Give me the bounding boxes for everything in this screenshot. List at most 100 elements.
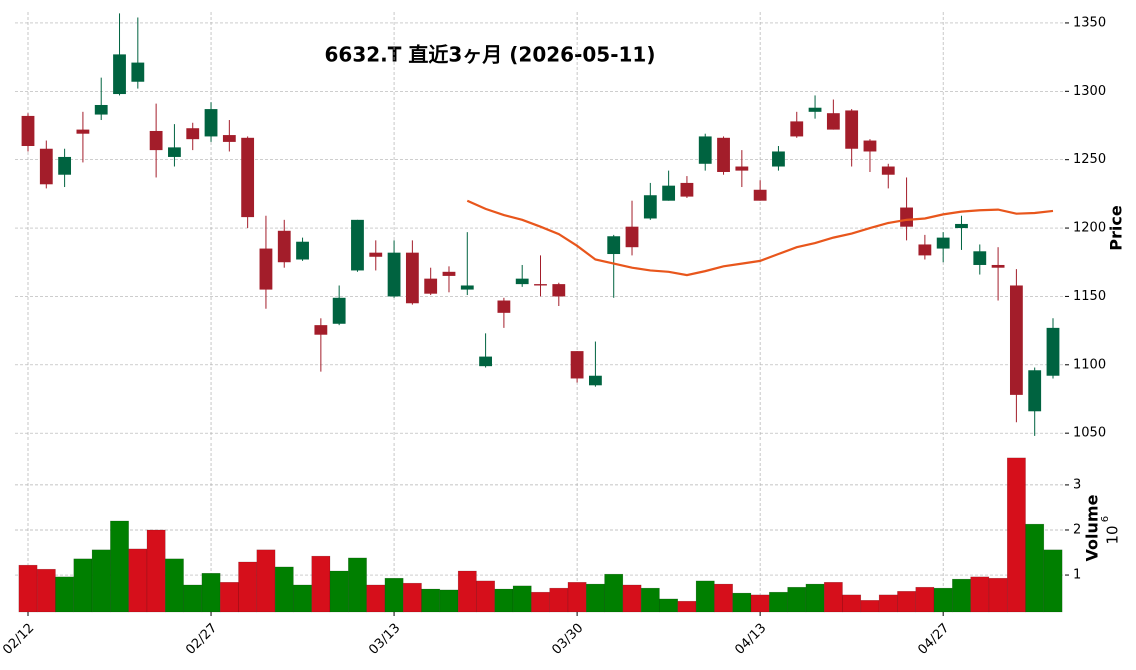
- candle-body: [680, 182, 694, 197]
- candle-body: [76, 129, 90, 134]
- candle-body: [552, 284, 566, 297]
- candle-body: [1046, 327, 1060, 376]
- volume-bar: [55, 576, 75, 613]
- y-tick-label: 1300: [1073, 84, 1106, 99]
- candle-body: [955, 223, 968, 229]
- exponent-base: 10: [1104, 525, 1122, 544]
- volume-bar: [18, 564, 38, 613]
- volume-bar: [823, 582, 843, 613]
- x-tick-label: 04/27: [915, 621, 952, 658]
- volume-bar: [860, 600, 880, 613]
- volume-bar: [146, 529, 166, 613]
- candle-body: [94, 104, 108, 115]
- volume-bar: [659, 598, 679, 613]
- volume-bar: [311, 555, 331, 613]
- volume-bar: [421, 588, 441, 613]
- volume-bar: [329, 570, 349, 613]
- x-tick-label: 03/30: [549, 621, 586, 658]
- candle-body: [735, 166, 749, 171]
- volume-bar: [622, 584, 642, 613]
- candle-body: [1009, 285, 1023, 395]
- candle-body: [698, 136, 712, 164]
- candle-body: [900, 207, 913, 227]
- volume-bar: [293, 584, 312, 613]
- volume-bar: [201, 572, 221, 613]
- volume-tick-label: 1: [1073, 568, 1081, 583]
- volume-bar: [769, 591, 788, 613]
- candle-body: [442, 271, 456, 276]
- candle-body: [131, 62, 145, 82]
- candle-body: [351, 219, 364, 271]
- volume-axis-label: Volume: [1083, 494, 1102, 561]
- candle-body: [589, 375, 602, 386]
- candle-body: [625, 226, 639, 248]
- volume-bar: [165, 558, 184, 613]
- volume-bar: [970, 576, 990, 613]
- y-tick-label: 1350: [1073, 15, 1106, 30]
- candle-body: [332, 297, 346, 324]
- candle-body: [918, 244, 932, 256]
- candle-body: [881, 166, 895, 175]
- volume-bar: [878, 594, 898, 613]
- candle-body: [113, 54, 126, 95]
- volume-bar: [366, 584, 386, 613]
- candle-body: [863, 140, 877, 152]
- candle-body: [204, 109, 218, 137]
- x-tick-label: 02/27: [183, 621, 220, 658]
- volume-bar: [73, 558, 93, 613]
- volume-bar: [1043, 549, 1063, 613]
- candle-body: [222, 135, 236, 142]
- volume-bar: [256, 549, 276, 613]
- volume-bar: [1025, 523, 1045, 613]
- candle-body: [387, 252, 401, 297]
- volume-bar: [348, 557, 367, 613]
- candle-body: [1028, 370, 1042, 412]
- candle-body: [790, 121, 804, 137]
- volume-bar: [531, 591, 550, 613]
- candle-body: [772, 151, 785, 167]
- volume-bar: [640, 587, 660, 613]
- volume-bar: [91, 549, 111, 613]
- volume-bar: [439, 589, 459, 613]
- candle-body: [424, 278, 438, 294]
- volume-bar: [897, 591, 916, 613]
- volume-bar: [750, 594, 770, 613]
- volume-bar: [476, 580, 495, 613]
- candle-body: [405, 252, 419, 304]
- candle-body: [936, 237, 950, 249]
- volume-bar: [714, 583, 733, 613]
- volume-bar: [787, 586, 807, 613]
- candle-body: [808, 107, 822, 112]
- volume-bar: [933, 587, 953, 613]
- volume-bar: [402, 582, 422, 613]
- candle-body: [973, 251, 987, 265]
- volume-bar: [238, 561, 258, 613]
- y-tick-label: 1100: [1073, 357, 1106, 372]
- candle-body: [753, 189, 767, 201]
- candle-body: [460, 285, 474, 290]
- candle-body: [570, 351, 584, 379]
- candle-body: [259, 248, 273, 290]
- volume-bar: [842, 594, 862, 613]
- volume-bar: [219, 582, 239, 613]
- candle-body: [845, 110, 859, 149]
- volume-bar: [549, 587, 569, 613]
- candle-body: [515, 278, 529, 285]
- volume-tick-label: 2: [1073, 522, 1081, 537]
- moving-average-line: [466, 199, 1054, 277]
- volume-tick-label: 3: [1073, 477, 1081, 492]
- candle-body: [21, 115, 35, 147]
- volume-bar: [512, 585, 532, 613]
- volume-bar: [732, 592, 752, 613]
- volume-bar: [128, 548, 148, 613]
- volume-bar: [677, 600, 697, 613]
- candle-body: [643, 195, 657, 219]
- candle-body: [826, 113, 840, 130]
- candle-body: [497, 300, 511, 313]
- candle-body: [991, 264, 1005, 268]
- candle-body: [39, 148, 53, 185]
- x-tick-label: 04/13: [732, 621, 769, 658]
- candle-body: [534, 284, 547, 286]
- x-tick-label: 03/13: [366, 621, 403, 658]
- y-tick-label: 1150: [1073, 289, 1106, 304]
